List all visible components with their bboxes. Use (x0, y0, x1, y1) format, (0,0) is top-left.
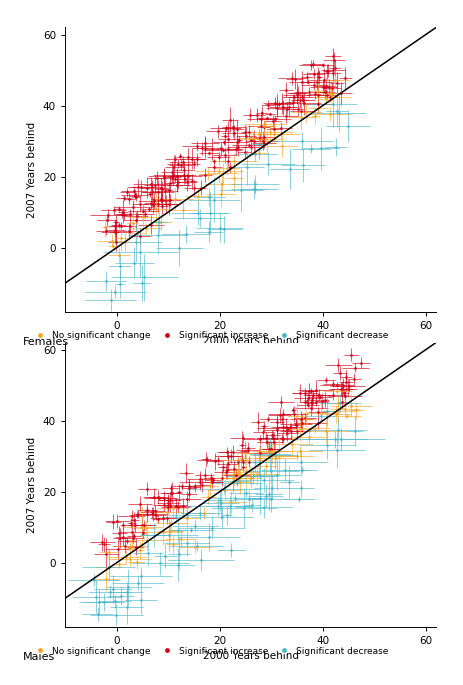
Y-axis label: 2007 Years behind: 2007 Years behind (27, 436, 37, 533)
X-axis label: 2000 Years behind: 2000 Years behind (202, 336, 298, 346)
Legend: No significant change, Significant increase, Significant decrease: No significant change, Significant incre… (28, 643, 391, 659)
Legend: No significant change, Significant increase, Significant decrease: No significant change, Significant incre… (28, 328, 391, 344)
Text: Males: Males (23, 652, 56, 662)
Text: Females: Females (23, 337, 69, 347)
X-axis label: 2000 Years behind: 2000 Years behind (202, 651, 298, 661)
Y-axis label: 2007 Years behind: 2007 Years behind (27, 121, 37, 218)
